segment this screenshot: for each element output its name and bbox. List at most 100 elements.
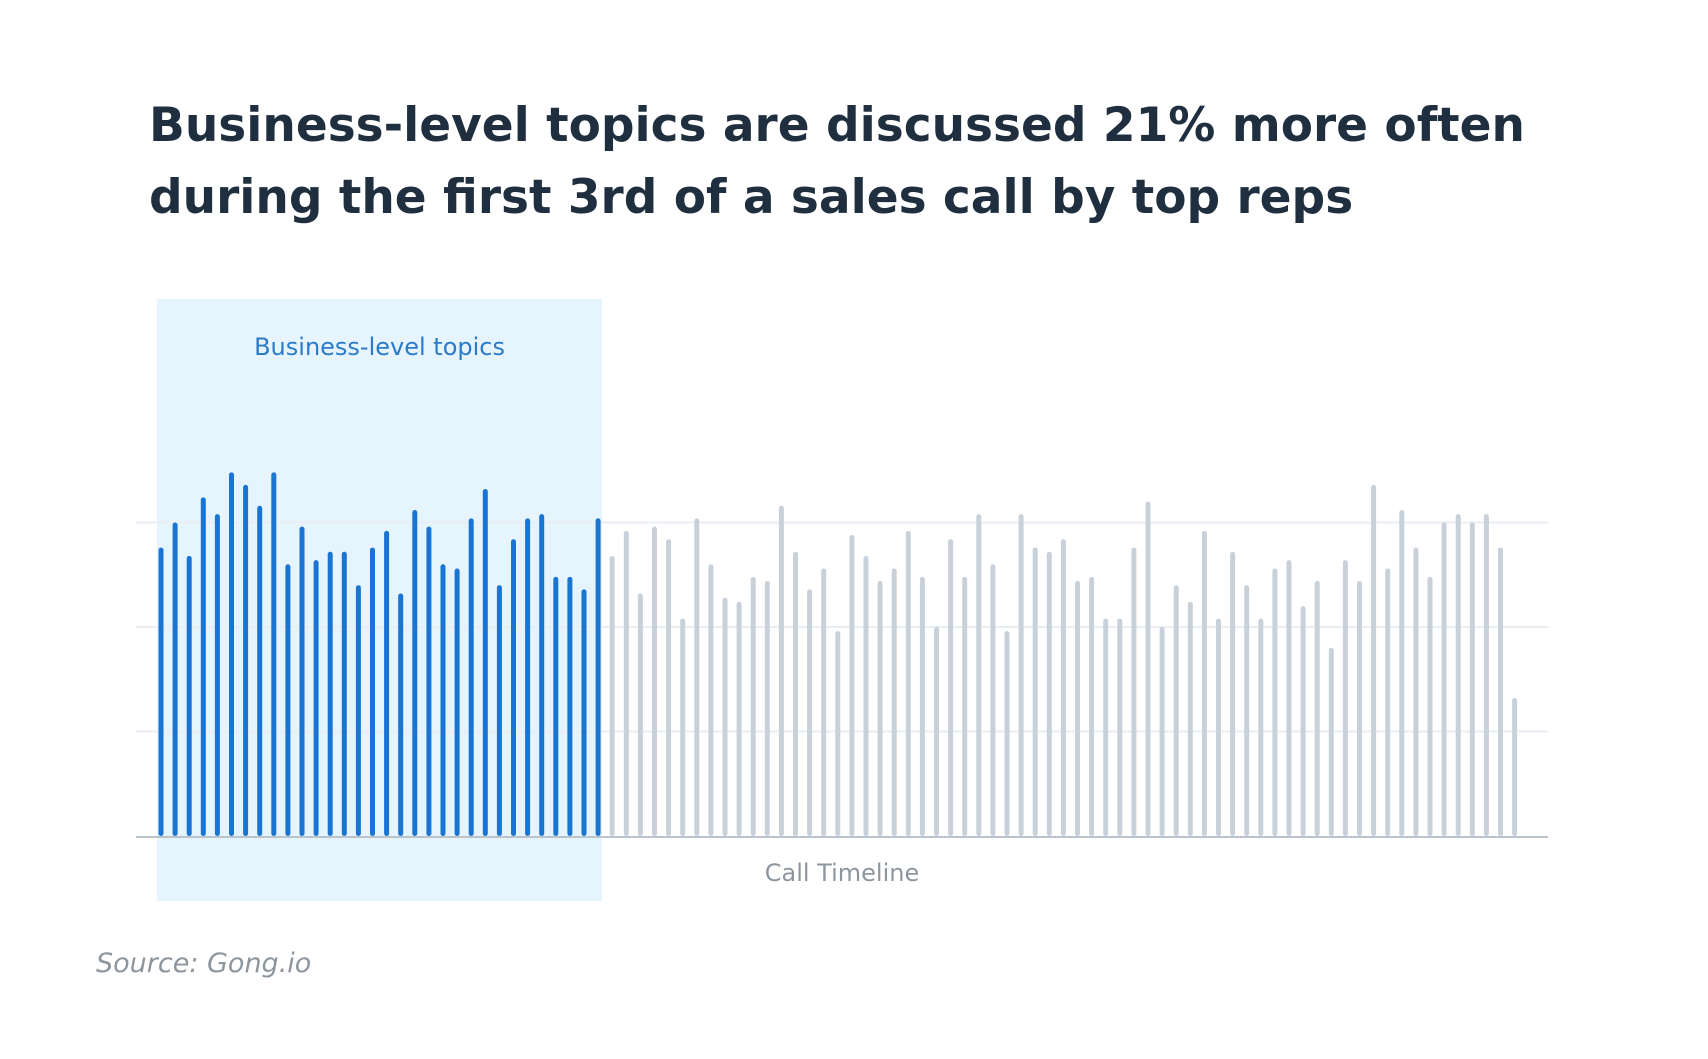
bar <box>1230 551 1236 836</box>
bar <box>1469 522 1475 836</box>
bar <box>609 555 615 836</box>
bar <box>1399 509 1405 836</box>
bar <box>1413 547 1419 836</box>
bar <box>962 576 968 836</box>
bar-highlighted <box>313 560 319 836</box>
bar <box>877 581 883 836</box>
bar <box>1216 618 1221 836</box>
bars <box>158 472 1518 836</box>
bar-highlighted <box>482 489 488 836</box>
bar <box>1032 547 1038 836</box>
bar-highlighted <box>370 547 375 836</box>
bar <box>1159 627 1165 836</box>
bar-highlighted <box>496 585 502 836</box>
bar <box>778 505 784 836</box>
bar <box>849 535 855 836</box>
bar-highlighted <box>285 564 291 836</box>
highlight-label: Business-level topics <box>254 333 505 361</box>
bar <box>1300 606 1306 836</box>
bar-highlighted <box>200 497 206 836</box>
bar <box>863 555 869 836</box>
bar-highlighted <box>553 576 559 836</box>
bar-highlighted <box>327 551 333 836</box>
bar <box>919 576 925 836</box>
bar-highlighted <box>229 472 234 836</box>
bar <box>905 530 911 836</box>
bar-highlighted <box>158 547 164 836</box>
bar-highlighted <box>468 518 474 836</box>
bar <box>1385 568 1391 836</box>
bar <box>1498 547 1503 836</box>
bar <box>891 568 897 836</box>
bar <box>934 627 939 836</box>
bar <box>1145 501 1151 836</box>
bar-highlighted <box>214 514 220 836</box>
bar-highlighted <box>271 472 277 836</box>
bar <box>1046 551 1052 836</box>
bar <box>948 539 954 836</box>
bar-highlighted <box>172 522 178 836</box>
bar <box>1342 560 1348 836</box>
bar <box>722 597 728 836</box>
bar <box>1075 581 1080 836</box>
bar-highlighted <box>355 585 361 836</box>
bar <box>990 564 996 836</box>
bar <box>637 593 643 836</box>
bar <box>1060 539 1066 836</box>
bar <box>976 514 982 836</box>
bar <box>736 601 742 836</box>
chart-title-line-1: Business-level topics are discussed 21% … <box>149 98 1525 153</box>
bar <box>623 530 629 836</box>
bar <box>1244 585 1250 836</box>
chart-title-line-2: during the first 3rd of a sales call by … <box>149 170 1354 225</box>
bar <box>807 589 813 836</box>
bar <box>821 568 827 836</box>
bar-highlighted <box>595 518 601 836</box>
bar <box>1117 618 1123 836</box>
bar <box>1004 631 1010 836</box>
bar-highlighted <box>440 564 446 836</box>
bar <box>1286 560 1292 836</box>
bar <box>1187 601 1193 836</box>
bar-highlighted <box>257 505 263 836</box>
bar <box>1512 698 1518 836</box>
bar <box>708 564 714 836</box>
bar <box>1371 484 1377 836</box>
bar-highlighted <box>341 551 347 836</box>
bar-highlighted <box>398 593 404 836</box>
bar <box>1103 618 1109 836</box>
bar <box>1357 581 1362 836</box>
bar <box>1441 522 1447 836</box>
bar-highlighted <box>384 530 390 836</box>
bar <box>1427 576 1433 836</box>
bar <box>835 631 841 836</box>
bar <box>1201 530 1207 836</box>
bar <box>1455 514 1461 836</box>
bar <box>1173 585 1179 836</box>
bar <box>1258 618 1264 836</box>
bar <box>652 526 657 836</box>
bar-highlighted <box>539 514 545 836</box>
bar <box>1272 568 1278 836</box>
bar-highlighted <box>299 526 305 836</box>
bar <box>680 618 686 836</box>
bar <box>793 551 798 836</box>
bar <box>1483 514 1489 836</box>
bar-highlighted <box>567 576 573 836</box>
bar <box>1328 647 1334 836</box>
bar <box>1089 576 1095 836</box>
bar-highlighted <box>426 526 432 836</box>
bar-highlighted <box>511 539 516 836</box>
bar-highlighted <box>243 484 249 836</box>
bar-highlighted <box>454 568 460 836</box>
bar-highlighted <box>186 555 192 836</box>
bar <box>750 576 756 836</box>
bar <box>1314 581 1320 836</box>
source-note: Source: Gong.io <box>96 948 312 979</box>
bar <box>1131 547 1137 836</box>
bar-highlighted <box>581 589 587 836</box>
x-axis-label: Call Timeline <box>765 859 919 887</box>
chart-title: Business-level topics are discussed 21% … <box>149 90 1549 234</box>
bar <box>1018 514 1024 836</box>
